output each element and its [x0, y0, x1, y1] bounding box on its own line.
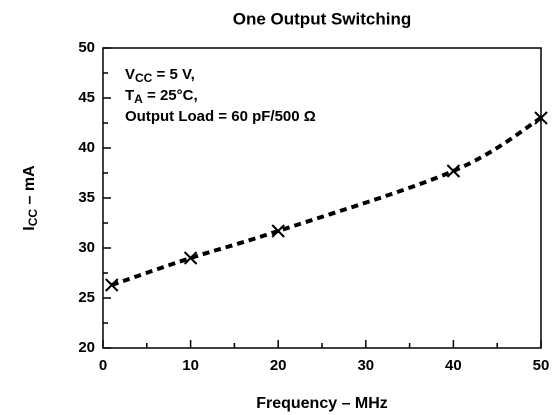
- chart-title: One Output Switching: [233, 9, 411, 28]
- annotation-main: T: [125, 87, 134, 104]
- annotation: Output Load = 60 pF/500 Ω: [125, 108, 316, 125]
- annotation: TA = 25°C,: [125, 87, 198, 106]
- annotation-sub: A: [134, 92, 143, 106]
- data-marker: [105, 278, 119, 292]
- data-marker: [534, 111, 548, 125]
- x-tick-label: 50: [533, 357, 550, 374]
- y-tick-label: 20: [78, 339, 95, 356]
- y-axis-label: ICC – mA: [21, 165, 40, 231]
- annotation-sub: CC: [135, 71, 153, 85]
- x-tick-label: 20: [270, 357, 287, 374]
- y-tick-label: 35: [78, 189, 95, 206]
- y-tick-label: 45: [78, 89, 95, 106]
- x-axis-label: Frequency – MHz: [256, 395, 388, 412]
- annotation-main: Output Load = 60 pF/500 Ω: [125, 108, 316, 125]
- y-label-main: I: [21, 226, 38, 230]
- y-label-sub: CC: [26, 209, 40, 227]
- data-marker: [271, 224, 285, 238]
- y-tick-label: 25: [78, 289, 95, 306]
- annotation-rest: = 25°C,: [143, 87, 198, 104]
- annotation: VCC = 5 V,: [125, 66, 195, 85]
- data-marker: [446, 164, 461, 178]
- y-tick-label: 50: [78, 39, 95, 56]
- x-tick-label: 10: [182, 357, 199, 374]
- data-marker: [183, 251, 198, 265]
- y-tick-label: 30: [78, 239, 95, 256]
- annotation-main: V: [125, 66, 135, 83]
- series-line: [111, 116, 543, 287]
- x-tick-label: 0: [99, 357, 107, 374]
- annotation-rest: = 5 V,: [152, 66, 194, 83]
- y-label-rest: – mA: [21, 165, 38, 209]
- x-tick-label: 40: [445, 357, 462, 374]
- y-tick-label: 40: [78, 139, 95, 156]
- x-tick-label: 30: [357, 357, 374, 374]
